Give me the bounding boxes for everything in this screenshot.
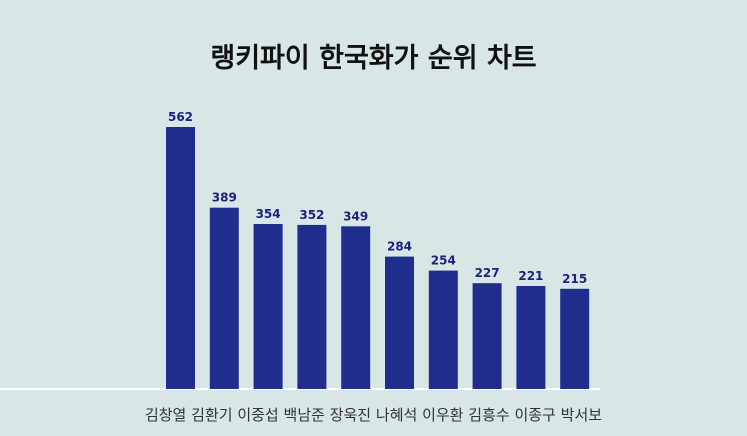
bar-value-label-2: 389 xyxy=(212,191,237,205)
bar-1 xyxy=(166,127,195,389)
category-label-4: 백남준 xyxy=(283,406,325,424)
bar-value-label-7: 254 xyxy=(431,254,456,268)
bar-value-label-8: 227 xyxy=(475,266,500,280)
category-label-9: 이종구 xyxy=(514,406,556,424)
category-label-10: 박서보 xyxy=(560,406,603,424)
bar-value-label-9: 221 xyxy=(518,269,543,283)
bar-value-label-10: 215 xyxy=(562,272,587,286)
bar-5 xyxy=(341,226,371,389)
category-label-3: 이중섭 xyxy=(237,406,279,424)
bar-value-label-1: 562 xyxy=(168,110,193,124)
bar-3 xyxy=(253,224,283,389)
bar-7 xyxy=(428,270,458,389)
bar-9 xyxy=(516,286,546,389)
category-label-5: 장욱진 xyxy=(329,406,372,424)
bars-group: 562 389 354 352 349 284 254 227 221 215 xyxy=(166,110,590,389)
bar-value-label-3: 354 xyxy=(256,207,281,221)
category-label-7: 이우환 xyxy=(422,406,464,424)
x-axis-category-labels: 김창열 김환기 이중섭 백남준 장욱진 나혜석 이우환 김흥수 이종구 박서보 xyxy=(0,404,747,425)
bar-2 xyxy=(209,207,239,389)
category-label-6: 나혜석 xyxy=(375,406,418,424)
bar-value-label-4: 352 xyxy=(299,208,324,222)
bar-6 xyxy=(385,256,414,389)
bar-value-label-5: 349 xyxy=(343,209,368,223)
category-label-8: 김흥수 xyxy=(468,406,510,424)
bar-4 xyxy=(297,224,327,389)
category-label-2: 김환기 xyxy=(191,406,233,424)
category-label-1: 김창열 xyxy=(144,406,187,424)
bar-8 xyxy=(472,283,502,389)
bar-10 xyxy=(560,288,590,389)
bar-value-label-6: 284 xyxy=(387,240,412,254)
chart-title: 랭키파이 한국화가 순위 차트 xyxy=(210,43,537,74)
